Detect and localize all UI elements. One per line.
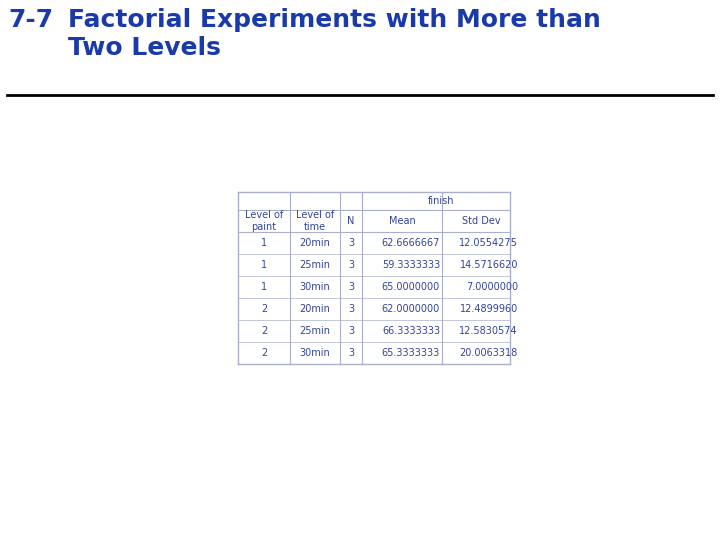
Text: 3: 3 — [348, 238, 354, 248]
Text: Level of
time: Level of time — [296, 210, 334, 232]
Text: Std Dev: Std Dev — [462, 216, 500, 226]
Text: 2: 2 — [261, 348, 267, 358]
Text: 3: 3 — [348, 282, 354, 292]
Text: N: N — [347, 216, 355, 226]
Text: 3: 3 — [348, 260, 354, 270]
Text: Mean: Mean — [389, 216, 415, 226]
Text: 59.3333333: 59.3333333 — [382, 260, 440, 270]
Text: 62.0000000: 62.0000000 — [382, 304, 440, 314]
Text: 3: 3 — [348, 304, 354, 314]
Text: 30min: 30min — [300, 348, 330, 358]
Text: Factorial Experiments with More than
Two Levels: Factorial Experiments with More than Two… — [68, 8, 601, 60]
Text: finish: finish — [428, 196, 454, 206]
Text: 66.3333333: 66.3333333 — [382, 326, 440, 336]
Text: 12.0554275: 12.0554275 — [459, 238, 518, 248]
Text: 20.0063318: 20.0063318 — [460, 348, 518, 358]
Text: 25min: 25min — [300, 260, 330, 270]
Text: 2: 2 — [261, 326, 267, 336]
Text: Level of
paint: Level of paint — [245, 210, 283, 232]
Text: 12.4899960: 12.4899960 — [460, 304, 518, 314]
Text: 20min: 20min — [300, 304, 330, 314]
Text: 25min: 25min — [300, 326, 330, 336]
Text: 20min: 20min — [300, 238, 330, 248]
Text: 1: 1 — [261, 282, 267, 292]
Text: 30min: 30min — [300, 282, 330, 292]
Text: 2: 2 — [261, 304, 267, 314]
Text: 7-7: 7-7 — [8, 8, 53, 32]
Text: 65.0000000: 65.0000000 — [382, 282, 440, 292]
Text: 12.5830574: 12.5830574 — [459, 326, 518, 336]
Text: 1: 1 — [261, 260, 267, 270]
Text: 62.6666667: 62.6666667 — [382, 238, 440, 248]
Text: 3: 3 — [348, 348, 354, 358]
Text: 1: 1 — [261, 238, 267, 248]
Text: 14.5716620: 14.5716620 — [459, 260, 518, 270]
Text: 3: 3 — [348, 326, 354, 336]
Text: 65.3333333: 65.3333333 — [382, 348, 440, 358]
Text: 7.0000000: 7.0000000 — [466, 282, 518, 292]
